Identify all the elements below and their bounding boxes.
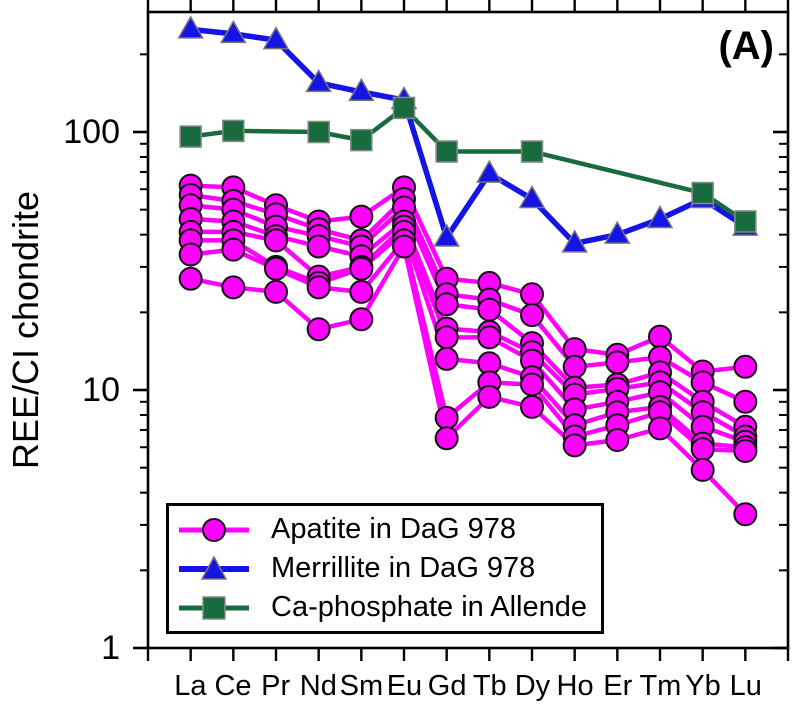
panel-annotation: (A) [718, 24, 774, 68]
legend-item-merrillite: Merrillite in DaG 978 [169, 551, 601, 587]
legend-item-ca-phosphate: Ca-phosphate in Allende [169, 590, 601, 626]
x-tick-label-sm: Sm [339, 670, 384, 702]
y-tick-label-10: 10 [82, 371, 120, 409]
legend-label-merrillite: Merrillite in DaG 978 [271, 552, 536, 584]
axes [146, 10, 790, 650]
x-tick-label-eu: Eu [386, 670, 423, 702]
legend: Apatite in DaG 978 Merrillite in DaG 978… [166, 503, 604, 634]
series-ca-phosphate-in-allende [179, 96, 757, 233]
merrillite-triangle-icon [179, 554, 249, 580]
x-tick-label-er: Er [603, 670, 633, 702]
x-tick-label-pr: Pr [261, 670, 291, 702]
x-tick-label-lu: Lu [729, 670, 762, 702]
x-tick-label-ho: Ho [556, 670, 594, 702]
ca-phosphate-square-icon [179, 595, 249, 620]
legend-label-apatite: Apatite in DaG 978 [271, 513, 517, 545]
x-tick-label-la: La [174, 670, 207, 702]
x-tick-label-nd: Nd [299, 670, 337, 702]
x-tick-label-yb: Yb [685, 670, 721, 702]
legend-label-ca-phosphate: Ca-phosphate in Allende [271, 591, 588, 623]
x-axis-labels: La Ce Pr Nd Sm Eu Gd Tb Dy Ho Er Tm Yb L… [169, 669, 767, 703]
legend-item-apatite: Apatite in DaG 978 [169, 512, 601, 548]
x-axis-ticks [146, 0, 790, 661]
y-tick-label-100: 100 [63, 113, 120, 151]
x-tick-label-tb: Tb [472, 670, 507, 702]
series-apatite-in-dag-978 [178, 173, 758, 527]
y-axis-ticks [133, 53, 788, 650]
x-tick-label-dy: Dy [514, 670, 551, 702]
x-tick-label-tm: Tm [639, 670, 682, 702]
x-tick-label-gd: Gd [427, 670, 467, 702]
y-axis-title: REE/CI chondrite [5, 190, 46, 470]
y-tick-label-1: 1 [101, 629, 120, 667]
x-tick-label-ce: Ce [214, 670, 252, 702]
apatite-circle-icon [179, 517, 249, 542]
